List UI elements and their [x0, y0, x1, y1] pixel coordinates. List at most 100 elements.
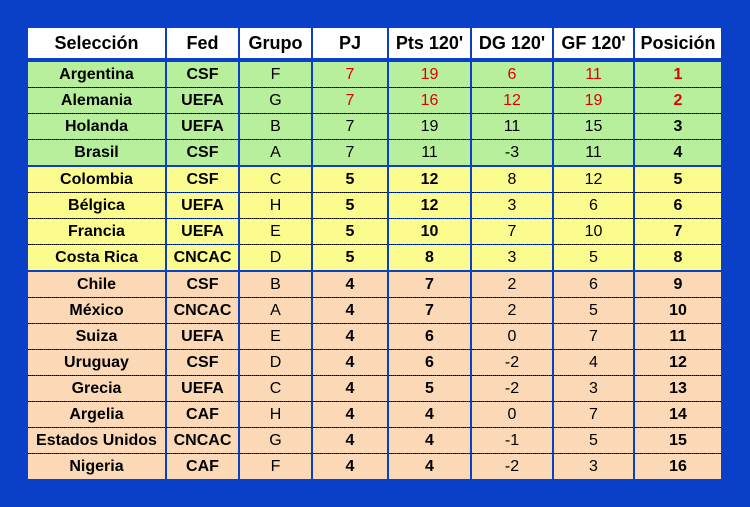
pj-cell: 4	[311, 323, 388, 350]
gf-cell: 11	[552, 60, 634, 88]
position-cell: 3	[633, 113, 721, 140]
pts-cell: 19	[387, 113, 471, 140]
dg-cell: 0	[470, 401, 553, 428]
table-row: Estados Unidos CNCAC G 4 4 -1 5 15	[28, 427, 721, 454]
gf-cell: 7	[552, 323, 634, 350]
dg-cell: -2	[470, 453, 553, 479]
dg-cell: 11	[470, 113, 553, 140]
fed-cell: UEFA	[165, 218, 239, 245]
group-cell: B	[238, 271, 312, 298]
pj-cell: 5	[311, 218, 388, 245]
dg-cell: 3	[470, 192, 553, 219]
table-row: Bélgica UEFA H 5 12 3 6 6	[28, 192, 721, 219]
dg-cell: 7	[470, 218, 553, 245]
team-cell: Brasil	[28, 139, 166, 167]
team-cell: Bélgica	[28, 192, 166, 219]
group-cell: H	[238, 401, 312, 428]
fed-cell: CSF	[165, 166, 239, 193]
table-body: Argentina CSF F 7 19 6 11 1 Alemania UEFA G 7 16 12 19…	[28, 60, 721, 479]
team-cell: Francia	[28, 218, 166, 245]
pj-cell: 4	[311, 375, 388, 402]
gf-cell: 12	[552, 166, 634, 193]
group-cell: C	[238, 375, 312, 402]
pts-cell: 7	[387, 271, 471, 298]
gf-cell: 15	[552, 113, 634, 140]
gf-cell: 10	[552, 218, 634, 245]
pts-cell: 6	[387, 323, 471, 350]
dg-cell: 2	[470, 271, 553, 298]
position-cell: 13	[633, 375, 721, 402]
table-row: Suiza UEFA E 4 6 0 7 11	[28, 323, 721, 350]
position-cell: 2	[633, 87, 721, 114]
pts-cell: 4	[387, 401, 471, 428]
position-cell: 7	[633, 218, 721, 245]
gf-cell: 6	[552, 271, 634, 298]
gf-cell: 7	[552, 401, 634, 428]
group-cell: E	[238, 218, 312, 245]
fed-cell: UEFA	[165, 113, 239, 140]
fed-cell: CSF	[165, 271, 239, 298]
header-row: Selección Fed Grupo PJ Pts 120' DG 120' …	[28, 28, 721, 60]
pts-cell: 12	[387, 192, 471, 219]
pj-cell: 7	[311, 113, 388, 140]
group-cell: A	[238, 139, 312, 167]
fed-cell: CNCAC	[165, 297, 239, 324]
table-row: Argelia CAF H 4 4 0 7 14	[28, 401, 721, 428]
dg-cell: -2	[470, 349, 553, 376]
pj-cell: 4	[311, 297, 388, 324]
position-cell: 8	[633, 244, 721, 272]
pj-cell: 5	[311, 192, 388, 219]
team-cell: Alemania	[28, 87, 166, 114]
header-grupo: Grupo	[238, 28, 312, 60]
fed-cell: CAF	[165, 453, 239, 479]
pts-cell: 6	[387, 349, 471, 376]
table-row: Holanda UEFA B 7 19 11 15 3	[28, 113, 721, 140]
table-row: Argentina CSF F 7 19 6 11 1	[28, 60, 721, 88]
gf-cell: 6	[552, 192, 634, 219]
gf-cell: 4	[552, 349, 634, 376]
gf-cell: 11	[552, 139, 634, 167]
pj-cell: 4	[311, 427, 388, 454]
team-cell: Colombia	[28, 166, 166, 193]
table-row: Uruguay CSF D 4 6 -2 4 12	[28, 349, 721, 376]
table-row: Nigeria CAF F 4 4 -2 3 16	[28, 453, 721, 479]
team-cell: Costa Rica	[28, 244, 166, 272]
table-row: Alemania UEFA G 7 16 12 19 2	[28, 87, 721, 114]
team-cell: Grecia	[28, 375, 166, 402]
pj-cell: 7	[311, 60, 388, 88]
pj-cell: 5	[311, 166, 388, 193]
group-cell: C	[238, 166, 312, 193]
dg-cell: 12	[470, 87, 553, 114]
pj-cell: 4	[311, 453, 388, 479]
fed-cell: CAF	[165, 401, 239, 428]
gf-cell: 5	[552, 244, 634, 272]
group-cell: F	[238, 60, 312, 88]
pj-cell: 5	[311, 244, 388, 272]
header-pts: Pts 120'	[387, 28, 471, 60]
group-cell: D	[238, 349, 312, 376]
fed-cell: CNCAC	[165, 427, 239, 454]
gf-cell: 3	[552, 375, 634, 402]
group-cell: E	[238, 323, 312, 350]
table-row: Grecia UEFA C 4 5 -2 3 13	[28, 375, 721, 402]
group-cell: D	[238, 244, 312, 272]
group-cell: G	[238, 427, 312, 454]
fed-cell: CNCAC	[165, 244, 239, 272]
position-cell: 6	[633, 192, 721, 219]
header-pj: PJ	[311, 28, 388, 60]
header-posicion: Posición	[633, 28, 721, 60]
dg-cell: -1	[470, 427, 553, 454]
position-cell: 15	[633, 427, 721, 454]
position-cell: 12	[633, 349, 721, 376]
team-cell: Argentina	[28, 60, 166, 88]
pts-cell: 8	[387, 244, 471, 272]
position-cell: 14	[633, 401, 721, 428]
header-seleccion: Selección	[28, 28, 166, 60]
pts-cell: 7	[387, 297, 471, 324]
table-row: Brasil CSF A 7 11 -3 11 4	[28, 139, 721, 167]
dg-cell: -3	[470, 139, 553, 167]
group-cell: G	[238, 87, 312, 114]
gf-cell: 19	[552, 87, 634, 114]
dg-cell: 0	[470, 323, 553, 350]
pts-cell: 12	[387, 166, 471, 193]
